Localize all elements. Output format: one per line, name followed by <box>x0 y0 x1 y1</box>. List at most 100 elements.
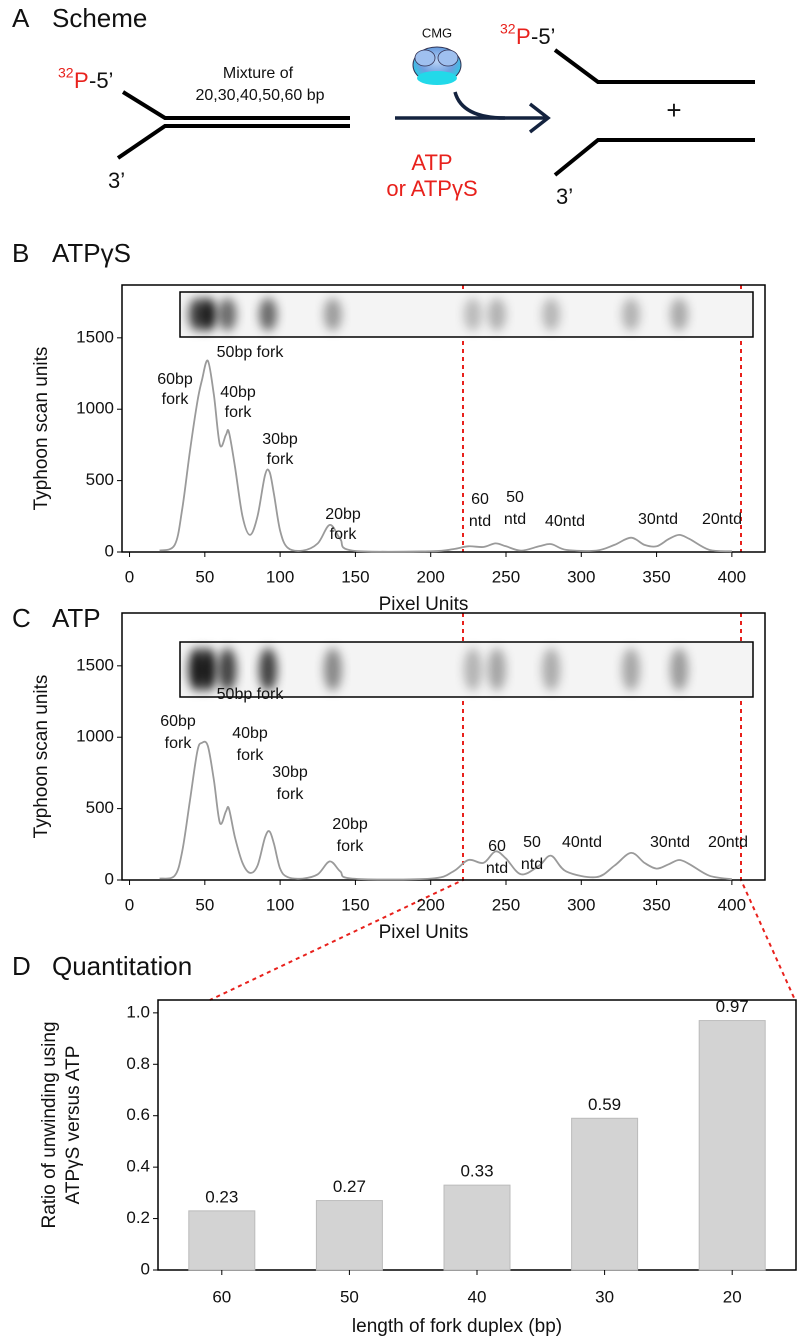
x-tick-label: 250 <box>492 567 520 586</box>
trace <box>159 359 732 553</box>
gel-band <box>463 648 482 691</box>
condition: or ATPγS <box>386 176 477 201</box>
panel-label: C <box>12 603 31 633</box>
label-5prime: -5’ <box>531 24 555 49</box>
label-superscript: 32 <box>500 21 516 37</box>
y-tick-label: 1000 <box>76 727 114 746</box>
reaction-arrow <box>395 91 551 134</box>
peak-annotation: 20ntd <box>708 834 748 851</box>
peak-annotation: fork <box>337 838 365 855</box>
y-axis-label: Ratio of unwinding using <box>39 1021 60 1228</box>
x-axis-label: Pixel Units <box>379 922 469 943</box>
x-tick-label: 350 <box>642 567 670 586</box>
peak-annotation: fork <box>277 786 305 803</box>
peak-annotation: 50bp fork <box>217 344 285 361</box>
gel-band <box>463 298 482 331</box>
y-tick-label: 0 <box>105 541 114 560</box>
y-tick-label: 1500 <box>76 327 114 346</box>
gel-band <box>621 298 640 331</box>
label-p: P <box>74 68 89 93</box>
y-tick-label: 0.6 <box>126 1105 150 1124</box>
x-tick-label: 300 <box>567 567 595 586</box>
peak-annotation: fork <box>330 526 358 543</box>
peak-annotation: 60 <box>488 838 506 855</box>
panel-label: D <box>12 951 31 981</box>
gel-band <box>323 298 342 331</box>
peak-annotation: 30ntd <box>638 511 678 528</box>
x-tick-label: 300 <box>567 895 595 914</box>
y-axis-label: Typhoon scan units <box>31 347 52 511</box>
x-tick-label: 40 <box>468 1287 487 1306</box>
peak-annotation: ntd <box>486 860 508 877</box>
y-tick-label: 500 <box>86 798 114 817</box>
peak-annotation: 20bp <box>325 506 361 523</box>
line-chart: C ATP 0 500 1000 1500 0 50 100 150 200 250 300 350 400… <box>12 603 766 943</box>
peak-annotation: fork <box>162 391 190 408</box>
x-tick-label: 50 <box>195 895 214 914</box>
bar <box>188 1210 256 1271</box>
peak-annotation: 20ntd <box>702 511 742 528</box>
peak-annotation: 60bp <box>157 371 193 388</box>
gel-band <box>218 298 237 331</box>
bar <box>315 1200 383 1271</box>
peak-annotation: ntd <box>521 856 543 873</box>
peak-annotation: 60bp <box>160 713 196 730</box>
panel-label: B <box>12 238 29 268</box>
peak-annotation: fork <box>237 747 265 764</box>
label-3prime: 3’ <box>108 168 125 193</box>
y-tick-label: 500 <box>86 470 114 489</box>
peak-annotation: 40ntd <box>545 513 585 530</box>
peak-annotation: 30bp <box>262 431 298 448</box>
peak-annotation: 40bp <box>232 725 268 742</box>
value-label: 0.27 <box>333 1177 366 1196</box>
peak-annotation: 50 <box>523 834 541 851</box>
x-tick-label: 250 <box>492 895 520 914</box>
gel-band <box>259 298 278 331</box>
peak-annotation: 40ntd <box>562 834 602 851</box>
panel-title: ATPγS <box>52 238 131 268</box>
x-tick-label: 200 <box>417 895 445 914</box>
gel-band <box>259 648 278 691</box>
peak-annotation: 30ntd <box>650 834 690 851</box>
gel-band <box>198 298 217 331</box>
products <box>553 48 755 177</box>
x-tick-label: 50 <box>195 567 214 586</box>
x-tick-label: 150 <box>341 895 369 914</box>
peak-annotation: 50 <box>506 489 524 506</box>
gel-band <box>323 648 342 691</box>
bar-chart: D Quantitation 0 0.2 0.4 0.6 0.8 1.0 0.23 60 0.27 5… <box>12 951 797 1337</box>
plot-frame <box>121 612 766 881</box>
peak-annotation: ntd <box>504 511 526 528</box>
x-tick-label: 400 <box>718 567 746 586</box>
condition: ATP <box>411 150 452 175</box>
gel-band <box>198 648 217 691</box>
y-tick-label: 0 <box>105 869 114 888</box>
peak-annotation: fork <box>165 735 193 752</box>
y-axis-label: Typhoon scan units <box>31 675 52 839</box>
plot-frame <box>121 284 766 553</box>
peak-annotation: 20bp <box>332 816 368 833</box>
x-tick-label: 200 <box>417 567 445 586</box>
x-tick-label: 350 <box>642 895 670 914</box>
bar <box>698 1020 766 1271</box>
line-chart: B ATPγS 0 500 1000 1500 0 50 100 150 200 250 300 350 4… <box>12 238 766 615</box>
value-label: 0.23 <box>205 1187 238 1206</box>
plus: + <box>666 95 681 125</box>
x-tick-label: 400 <box>718 895 746 914</box>
gel-band <box>670 298 689 331</box>
fork-left <box>116 90 350 160</box>
panel-label: A <box>12 3 30 33</box>
peak-annotation: 40bp <box>220 384 256 401</box>
gel-band <box>670 648 689 691</box>
label-5prime: -5’ <box>89 68 113 93</box>
label-3prime: 3’ <box>556 184 573 209</box>
panel-title: Scheme <box>52 3 147 33</box>
peak-annotation: fork <box>267 451 295 468</box>
panel-title: ATP <box>52 603 101 633</box>
y-axis-label: ATPγS versus ATP <box>63 1046 84 1205</box>
gel-band <box>487 648 506 691</box>
bar <box>443 1184 511 1271</box>
panel-title: Quantitation <box>52 951 192 981</box>
